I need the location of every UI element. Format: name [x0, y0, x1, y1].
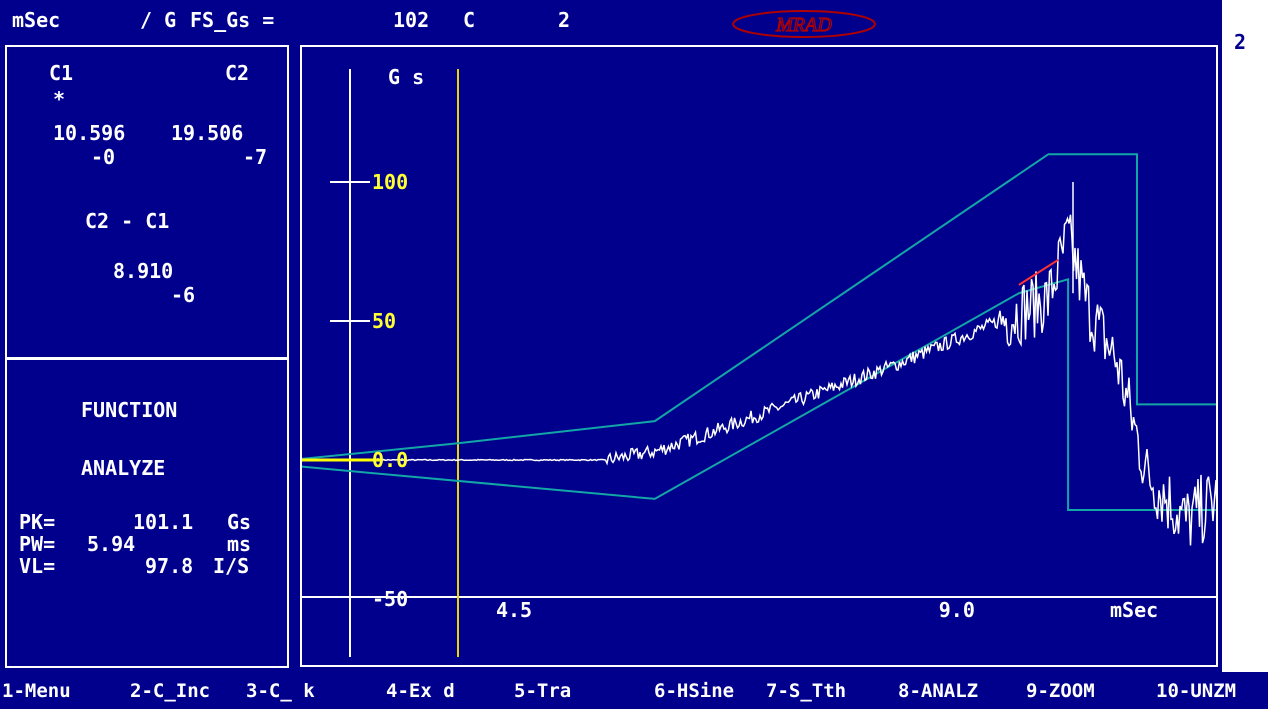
c2-x-value: 19.506 [171, 121, 244, 145]
difference-x-value: 8.910 [113, 259, 174, 283]
function-key-bar: 1-Menu 2-C_Inc 3-C_ k 4-Ex d 5-Tra 6-HSi… [0, 674, 1268, 709]
menu-key-4[interactable]: 4-Ex d [386, 680, 455, 702]
mrad-logo: MRAD [732, 10, 876, 38]
c2-label: C2 [225, 61, 250, 85]
menu-key-6[interactable]: 6-HSine [654, 680, 735, 702]
chart-curves [302, 153, 1216, 546]
menu-key-2[interactable]: 2-C_Inc [130, 680, 211, 702]
tolerance-band-1 [302, 277, 1216, 511]
chart-axes [302, 69, 1216, 657]
tolerance-band-0 [302, 153, 1216, 460]
cursor-readout-panel: C1 C2 * 10.596 19.506 -0 -7 C2 - C1 8.91… [5, 45, 289, 357]
function-panel: FUNCTION ANALYZE PK= 101.1 Gs PW= 5.94 m… [5, 358, 289, 668]
x-tick-label-0: 4.5 [496, 598, 532, 622]
right-indicator-panel: 2 [1222, 0, 1268, 672]
menu-key-3[interactable]: 3-C_ k [246, 680, 315, 702]
function-mode: ANALYZE [81, 456, 166, 480]
svg-text:MRAD: MRAD [775, 14, 832, 36]
c1-x-value: 10.596 [53, 121, 126, 145]
y-tick-label-0: 100 [372, 170, 408, 194]
menu-key-9[interactable]: 9-ZOOM [1026, 680, 1095, 702]
vl-label: VL= [19, 554, 56, 578]
slash-g-label: / G [140, 8, 177, 32]
fs-label: FS_Gs = [190, 8, 275, 32]
menu-key-5[interactable]: 5-Tra [514, 680, 572, 702]
menu-key-7[interactable]: 7-S_Tth [766, 680, 847, 702]
top-status-bar: mSec / G FS_Gs = 102 C 2 MRAD [0, 0, 1222, 42]
c1-label: C1 [49, 61, 74, 85]
pw-unit: ms [227, 532, 252, 556]
x-axis-title: mSec [1110, 598, 1158, 622]
difference-label: C2 - C1 [85, 209, 170, 233]
c-value: 2 [558, 8, 571, 32]
y-tick-label-3: -50 [372, 587, 408, 611]
menu-key-1[interactable]: 1-Menu [2, 680, 71, 702]
c-label: C [463, 8, 476, 32]
units-label: mSec [12, 8, 61, 32]
reference-halfsine-trace [1018, 258, 1059, 286]
menu-key-8[interactable]: 8-ANALZ [898, 680, 979, 702]
c1-y-value: -0 [91, 145, 116, 169]
pk-label: PK= [19, 510, 56, 534]
vl-unit: I/S [213, 554, 250, 578]
difference-y-value: -6 [171, 283, 196, 307]
x-tick-label-1: 9.0 [939, 598, 975, 622]
active-cursor-marker: * [53, 87, 66, 111]
vl-value: 97.8 [145, 554, 194, 578]
pw-value: 5.94 [87, 532, 136, 556]
y-tick-label-2: 0.0 [372, 448, 408, 472]
pk-unit: Gs [227, 510, 252, 534]
menu-key-10[interactable]: 10-UNZM [1156, 680, 1237, 702]
pw-label: PW= [19, 532, 56, 556]
right-indicator-value: 2 [1234, 30, 1247, 54]
fs-value: 102 [393, 8, 430, 32]
y-axis-title: G s [388, 65, 424, 89]
y-tick-label-1: 50 [372, 309, 396, 333]
function-title: FUNCTION [81, 398, 178, 422]
c2-y-value: -7 [243, 145, 268, 169]
measured-pulse-trace [381, 214, 1216, 546]
pk-value: 101.1 [133, 510, 194, 534]
